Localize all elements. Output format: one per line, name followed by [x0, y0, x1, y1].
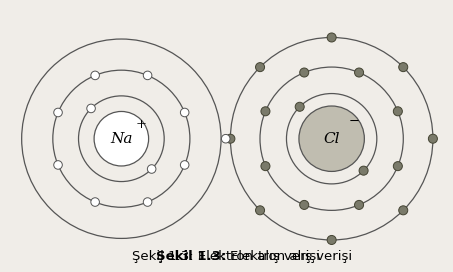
Circle shape — [300, 200, 309, 209]
Text: Şekil 1.3:: Şekil 1.3: — [156, 250, 226, 263]
Circle shape — [327, 33, 336, 42]
Circle shape — [295, 102, 304, 111]
Circle shape — [399, 206, 408, 215]
Circle shape — [180, 108, 189, 117]
Circle shape — [355, 200, 364, 209]
Circle shape — [393, 107, 402, 116]
Circle shape — [359, 166, 368, 175]
Circle shape — [143, 198, 152, 206]
Circle shape — [393, 162, 402, 171]
Text: Şekil 1.3: Elektron alış verişi: Şekil 1.3: Elektron alış verişi — [132, 250, 321, 263]
Circle shape — [91, 71, 99, 80]
Circle shape — [94, 112, 149, 166]
Circle shape — [255, 206, 265, 215]
Circle shape — [327, 236, 336, 245]
Circle shape — [222, 134, 230, 143]
Circle shape — [399, 63, 408, 72]
Text: −: − — [349, 115, 360, 128]
Text: Na: Na — [110, 132, 133, 146]
Circle shape — [299, 106, 364, 171]
Circle shape — [87, 104, 95, 113]
Circle shape — [147, 165, 156, 173]
Circle shape — [54, 108, 63, 117]
Circle shape — [261, 107, 270, 116]
Text: Elektron alış verişi: Elektron alış verişi — [231, 250, 352, 263]
Circle shape — [54, 161, 63, 169]
Circle shape — [91, 198, 99, 206]
Text: Cl: Cl — [323, 132, 340, 146]
Circle shape — [143, 71, 152, 80]
Circle shape — [180, 161, 189, 169]
Circle shape — [255, 63, 265, 72]
Circle shape — [429, 134, 438, 143]
Circle shape — [261, 162, 270, 171]
Circle shape — [300, 68, 309, 77]
Circle shape — [355, 68, 364, 77]
Text: +: + — [135, 118, 146, 131]
Circle shape — [226, 134, 235, 143]
